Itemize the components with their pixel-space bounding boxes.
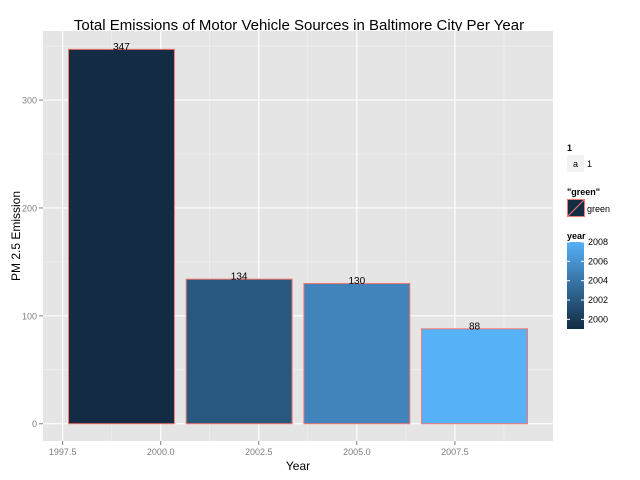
x-tick-label: 1997.5 xyxy=(49,447,77,457)
legend-outline-label: green xyxy=(587,204,610,214)
x-tick-label: 2002.5 xyxy=(245,447,273,457)
bar-1999 xyxy=(68,48,175,425)
legend-alpha-label: 1 xyxy=(587,159,592,169)
bar-2002 xyxy=(185,278,293,425)
legend-fill-title: year xyxy=(567,231,586,241)
colorbar-tick-label: 2004 xyxy=(588,276,608,286)
chart-title: Total Emissions of Motor Vehicle Sources… xyxy=(74,17,524,34)
bar-value-label-2005: 130 xyxy=(349,276,366,287)
y-tick-label: 0 xyxy=(32,419,37,429)
colorbar-tick-label: 2006 xyxy=(588,256,608,266)
bar-value-labels: 347 134 130 88 xyxy=(113,42,480,332)
colorbar-tick-label: 2008 xyxy=(588,237,608,247)
plot-panel: 347 134 130 88 xyxy=(43,31,553,441)
legend-outline: "green" green xyxy=(567,187,610,217)
legend-alpha-title: 1 xyxy=(567,143,572,153)
y-axis-label: PM 2.5 Emission xyxy=(9,191,23,281)
y-tick-label: 200 xyxy=(22,203,37,213)
x-tick-label: 2007.5 xyxy=(441,447,469,457)
bar-value-label-2002: 134 xyxy=(231,272,248,283)
x-axis: 1997.5 2000.0 2002.5 2005.0 2007.5 xyxy=(49,441,469,457)
legend-outline-title: "green" xyxy=(567,187,600,197)
colorbar-tick-label: 2002 xyxy=(588,295,608,305)
legend-alpha-key xyxy=(567,155,584,172)
bar-value-label-1999: 347 xyxy=(113,42,130,53)
y-tick-label: 100 xyxy=(22,311,37,321)
bar-value-label-2008: 88 xyxy=(469,321,481,332)
x-tick-label: 2005.0 xyxy=(343,447,371,457)
legend-fill: year 2000 2002 2004 2006 2008 xyxy=(567,231,608,329)
y-axis: 0 100 200 300 xyxy=(22,96,43,429)
bars xyxy=(68,48,529,425)
x-axis-label: Year xyxy=(286,459,310,473)
legend: 1 a 1 "green" green year 200020022004200… xyxy=(567,143,610,329)
bar-2008 xyxy=(421,328,529,425)
legend-fill-ticks: 2000 2002 2004 2006 2008 xyxy=(567,237,608,324)
y-tick-label: 300 xyxy=(22,96,37,106)
x-tick-label: 2000.0 xyxy=(147,447,175,457)
colorbar-tick-label: 2000 xyxy=(588,314,608,324)
legend-outline-key-slash xyxy=(567,199,585,217)
legend-alpha: 1 a 1 xyxy=(567,143,592,172)
legend-fill-colorbar xyxy=(567,242,584,329)
legend-alpha-key-text: a xyxy=(573,159,578,169)
bar-2005 xyxy=(303,282,411,425)
